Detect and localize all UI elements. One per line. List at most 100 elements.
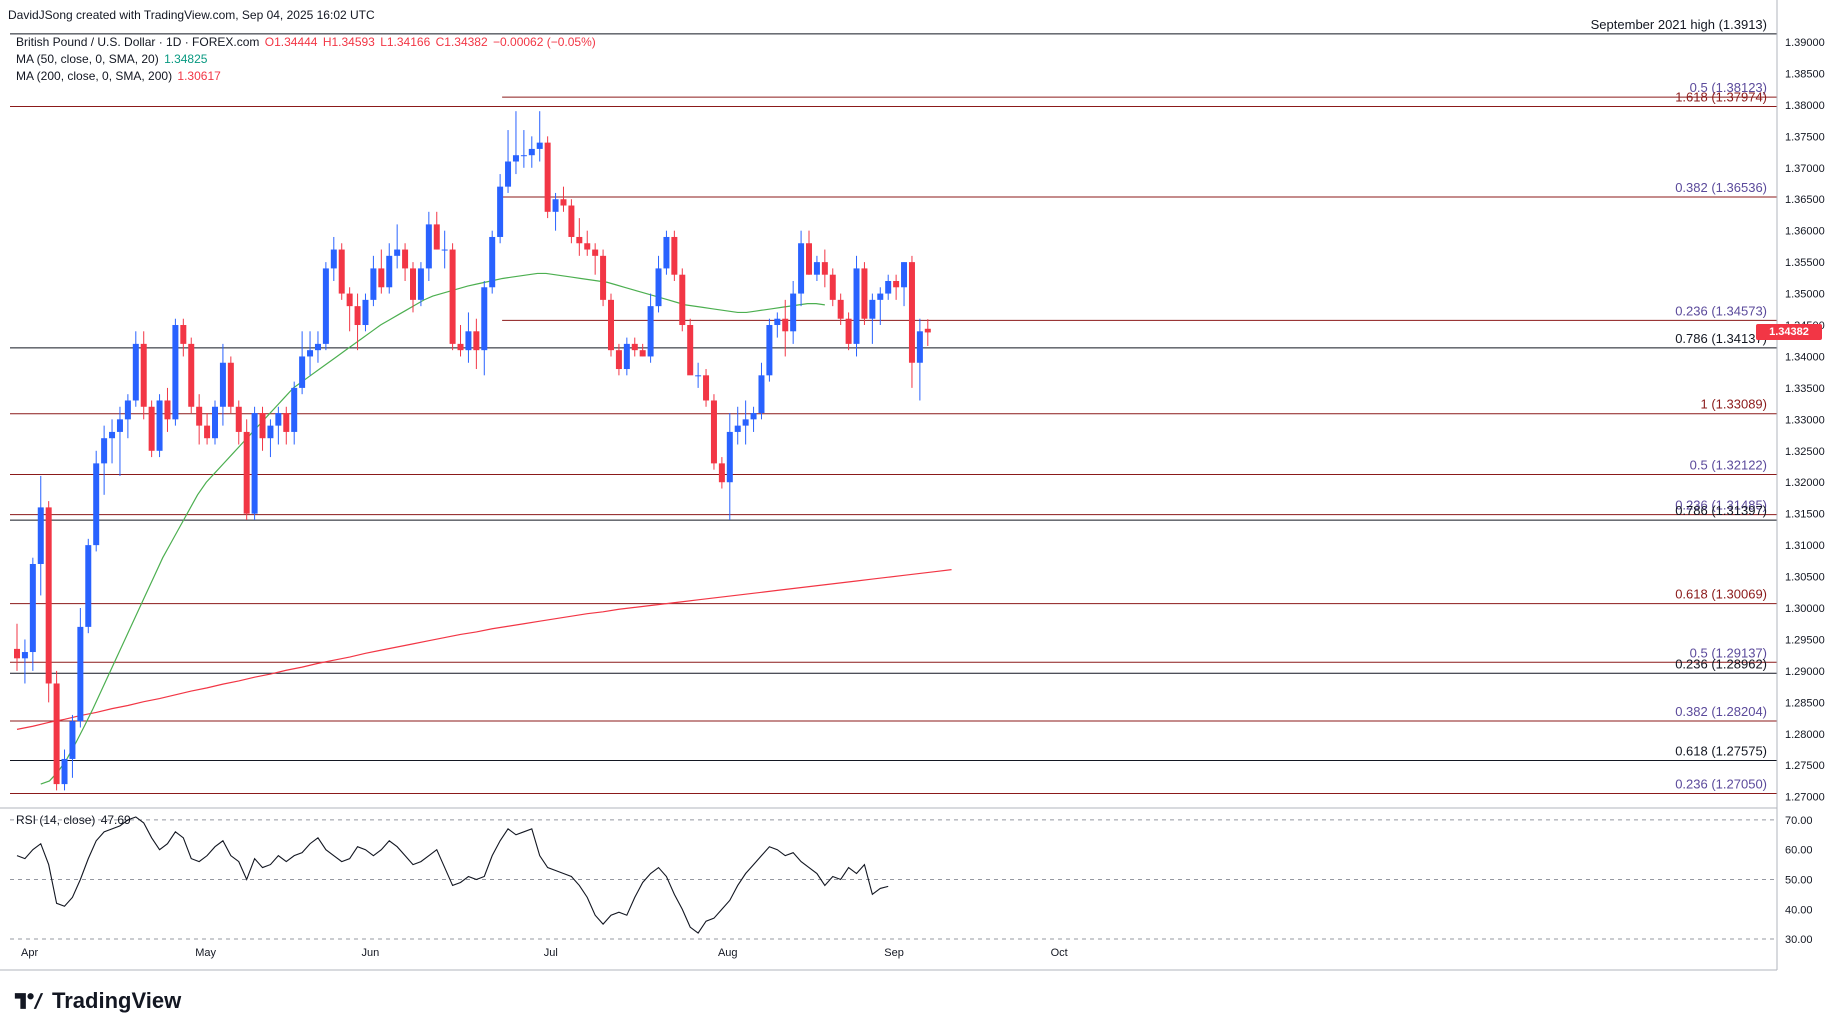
candle bbox=[512, 111, 519, 175]
candle-body bbox=[61, 758, 68, 785]
candle-body bbox=[14, 648, 20, 659]
candle-body bbox=[600, 255, 607, 300]
price-tick-label: 1.28000 bbox=[1785, 729, 1825, 741]
ma200-legend[interactable]: MA (200, close, 0, SMA, 200) 1.30617 bbox=[16, 69, 223, 83]
ma50-legend[interactable]: MA (50, close, 0, SMA, 20) 1.34825 bbox=[16, 52, 209, 66]
candle-body bbox=[410, 268, 416, 300]
candle bbox=[180, 318, 187, 357]
candle-body bbox=[520, 155, 527, 157]
level-label: 0.382 (1.36536) bbox=[1675, 180, 1767, 195]
candle bbox=[291, 381, 298, 445]
candle-body bbox=[457, 343, 464, 351]
candle-body bbox=[861, 268, 868, 319]
candle-body bbox=[124, 400, 131, 420]
candle bbox=[449, 243, 456, 351]
candle-body bbox=[758, 375, 765, 414]
candle bbox=[734, 406, 741, 445]
candle bbox=[417, 262, 424, 307]
rsi-legend[interactable]: RSI (14, close) 47.69 bbox=[16, 813, 133, 827]
candle bbox=[710, 394, 717, 470]
candle-body bbox=[528, 148, 535, 156]
candle bbox=[608, 293, 614, 357]
candle bbox=[615, 343, 622, 376]
candle-body bbox=[132, 343, 139, 401]
candle-body bbox=[219, 362, 226, 407]
candle bbox=[473, 318, 480, 370]
candle-body bbox=[283, 413, 290, 432]
candle bbox=[410, 262, 416, 313]
candle bbox=[916, 318, 923, 401]
low-value: L1.34166 bbox=[380, 35, 431, 49]
candle-body bbox=[726, 431, 733, 483]
candle bbox=[370, 255, 377, 307]
candle bbox=[837, 293, 844, 326]
candle bbox=[156, 394, 163, 458]
high-value: H1.34593 bbox=[322, 35, 375, 49]
candle-body bbox=[750, 413, 757, 420]
axes: 1.39000 1.38500 1.38000 1.37500 1.37000 1.365… bbox=[0, 0, 1825, 971]
candle-body bbox=[536, 142, 543, 149]
symbol-legend[interactable]: British Pound / U.S. Dollar · 1D · FOREX… bbox=[16, 35, 598, 49]
candle bbox=[93, 450, 100, 552]
candle-body bbox=[275, 413, 282, 426]
candle bbox=[354, 293, 361, 351]
price-tick-label: 1.37000 bbox=[1785, 163, 1825, 175]
candle-body bbox=[69, 721, 76, 759]
rsi-tick-label: 50.00 bbox=[1785, 874, 1813, 886]
candle-body bbox=[354, 306, 361, 326]
candle-body bbox=[417, 268, 424, 300]
candle-body bbox=[703, 375, 710, 401]
candle bbox=[560, 186, 567, 212]
candle bbox=[251, 406, 258, 520]
candle bbox=[687, 318, 694, 376]
candle-body bbox=[655, 268, 662, 307]
candle bbox=[726, 413, 733, 520]
candle-body bbox=[877, 293, 884, 300]
candle-body bbox=[148, 406, 155, 451]
candle-body bbox=[93, 463, 100, 546]
rsi-value: 47.69 bbox=[100, 813, 131, 827]
candle bbox=[845, 312, 852, 351]
candle bbox=[623, 337, 630, 376]
ma200-path bbox=[16, 569, 952, 730]
candle bbox=[924, 319, 931, 347]
candle bbox=[61, 749, 68, 791]
candle-body bbox=[109, 431, 116, 439]
price-tick-label: 1.29500 bbox=[1785, 634, 1825, 646]
last-price-tag: 1.34382 bbox=[1756, 324, 1822, 341]
price-tick-label: 1.38000 bbox=[1785, 100, 1825, 112]
candle-body bbox=[140, 343, 147, 407]
candle bbox=[742, 400, 749, 445]
candle-body bbox=[695, 375, 702, 377]
candle-body bbox=[180, 325, 187, 344]
candle-body bbox=[576, 236, 583, 244]
candle bbox=[85, 538, 92, 634]
candle-body bbox=[901, 262, 908, 288]
tradingview-logo[interactable]: TradingView bbox=[12, 988, 181, 1014]
time-tick-label: Jun bbox=[362, 947, 380, 959]
candle bbox=[536, 111, 543, 162]
candle-body bbox=[813, 262, 820, 275]
candle bbox=[45, 501, 52, 703]
candle bbox=[489, 230, 496, 294]
candle-body bbox=[924, 328, 931, 333]
candle bbox=[283, 406, 290, 445]
candle-body bbox=[394, 249, 401, 256]
candle bbox=[497, 174, 504, 244]
candle-body bbox=[837, 299, 844, 319]
candle-body bbox=[639, 350, 646, 357]
ma50-path bbox=[40, 272, 825, 785]
candle-body bbox=[473, 331, 480, 351]
candle bbox=[750, 406, 757, 432]
candle-body bbox=[212, 406, 218, 439]
level-label: 0.786 (1.34137) bbox=[1675, 331, 1767, 346]
level-label: 0.5 (1.29137) bbox=[1690, 645, 1767, 660]
candle bbox=[655, 255, 662, 313]
candle-body bbox=[267, 425, 274, 439]
candle bbox=[21, 639, 28, 684]
price-tick-label: 1.35500 bbox=[1785, 257, 1825, 269]
candle bbox=[243, 419, 250, 520]
rsi-path bbox=[16, 816, 889, 934]
candle bbox=[69, 714, 76, 778]
